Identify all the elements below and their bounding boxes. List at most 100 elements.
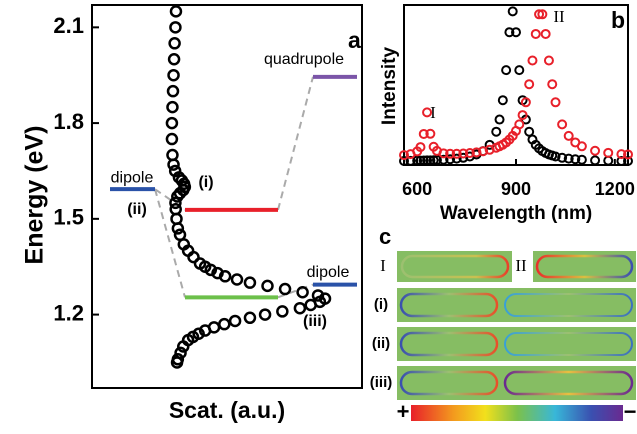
data-point — [616, 149, 627, 160]
colorbar — [411, 405, 623, 421]
level-label: dipole — [307, 264, 350, 281]
panel-label: c — [379, 224, 391, 249]
data-point — [527, 55, 538, 66]
row-label: II — [515, 256, 527, 275]
data-point — [425, 128, 436, 139]
y-tick-label: 2.1 — [53, 13, 84, 38]
data-point — [576, 141, 587, 152]
panel-label: a — [348, 27, 361, 53]
data-point — [557, 119, 568, 130]
data-point — [204, 263, 218, 277]
data-point — [524, 79, 535, 90]
data-point — [445, 154, 456, 165]
data-point — [173, 187, 187, 200]
data-point — [557, 152, 568, 163]
data-point — [261, 279, 274, 293]
connector — [154, 188, 186, 298]
x-tick-label: 900 — [501, 179, 531, 199]
data-point — [494, 114, 505, 125]
data-point — [590, 145, 601, 156]
plot-frame — [91, 4, 363, 389]
data-point — [543, 55, 554, 66]
field-maps: c I II (i) (ii) (iii) + − — [370, 224, 637, 424]
data-point — [166, 100, 179, 114]
data-point — [471, 147, 482, 158]
data-point — [243, 276, 257, 289]
data-point — [501, 65, 512, 76]
rod — [504, 293, 633, 317]
data-point — [530, 28, 541, 39]
colorbar-min: + — [397, 399, 410, 424]
x-axis-label: Scat. (a.u.) — [169, 397, 285, 423]
data-point — [169, 21, 182, 34]
connector — [277, 283, 314, 299]
data-point — [198, 324, 212, 337]
data-point — [514, 65, 525, 76]
data-point — [422, 107, 433, 118]
rod — [503, 370, 634, 396]
level-label: quadrupole — [264, 51, 344, 68]
data-point — [478, 146, 489, 157]
data-point — [167, 53, 181, 66]
rod — [399, 292, 499, 318]
colorbar-max: − — [624, 399, 637, 424]
data-point — [405, 155, 416, 166]
data-point — [438, 154, 449, 165]
data-point — [171, 190, 184, 203]
y-tick-label: 1.5 — [53, 205, 84, 230]
data-point — [520, 97, 531, 108]
data-point — [464, 148, 475, 158]
data-point — [547, 79, 558, 90]
data-point — [169, 5, 183, 18]
data-point — [399, 156, 409, 166]
data-point — [507, 6, 518, 17]
rod — [399, 331, 499, 357]
data-point — [616, 156, 627, 166]
data-point — [171, 222, 185, 235]
data-point — [276, 305, 289, 318]
x-tick-label: 600 — [402, 179, 432, 199]
data-point — [258, 308, 272, 321]
data-point — [169, 196, 182, 210]
data-point — [550, 151, 561, 162]
data-point — [418, 128, 429, 139]
row-label: I — [380, 256, 386, 275]
data-point — [451, 148, 462, 159]
data-point — [431, 155, 442, 166]
rod — [504, 332, 633, 356]
panel-label: b — [611, 7, 625, 33]
data-point — [296, 286, 309, 299]
data-point — [311, 289, 325, 302]
data-point — [540, 28, 551, 39]
rod — [399, 370, 499, 396]
data-point — [451, 153, 462, 164]
data-point — [445, 148, 456, 159]
data-point — [243, 311, 257, 325]
y-axis-label: Energy (eV) — [21, 126, 49, 265]
row-label: (ii) — [372, 335, 390, 352]
data-point — [514, 119, 525, 130]
annotation: (i) — [198, 174, 213, 191]
data-point — [623, 156, 633, 166]
data-point — [168, 37, 181, 50]
annotation: (iii) — [303, 313, 327, 330]
data-point — [187, 250, 200, 264]
x-axis-label: Wavelength (nm) — [440, 203, 592, 224]
annotation: I — [430, 103, 436, 122]
data-point — [165, 116, 179, 130]
data-point — [550, 97, 561, 108]
data-point — [563, 153, 574, 164]
data-point — [570, 154, 581, 165]
data-point — [438, 148, 449, 159]
connector — [277, 76, 314, 211]
data-point — [563, 130, 574, 141]
data-point — [228, 314, 242, 328]
data-point — [293, 301, 307, 315]
data-point — [491, 126, 502, 137]
data-point — [511, 27, 521, 38]
data-point — [167, 68, 180, 82]
data-point — [304, 298, 317, 312]
data-point — [428, 155, 439, 166]
data-point — [418, 155, 429, 166]
